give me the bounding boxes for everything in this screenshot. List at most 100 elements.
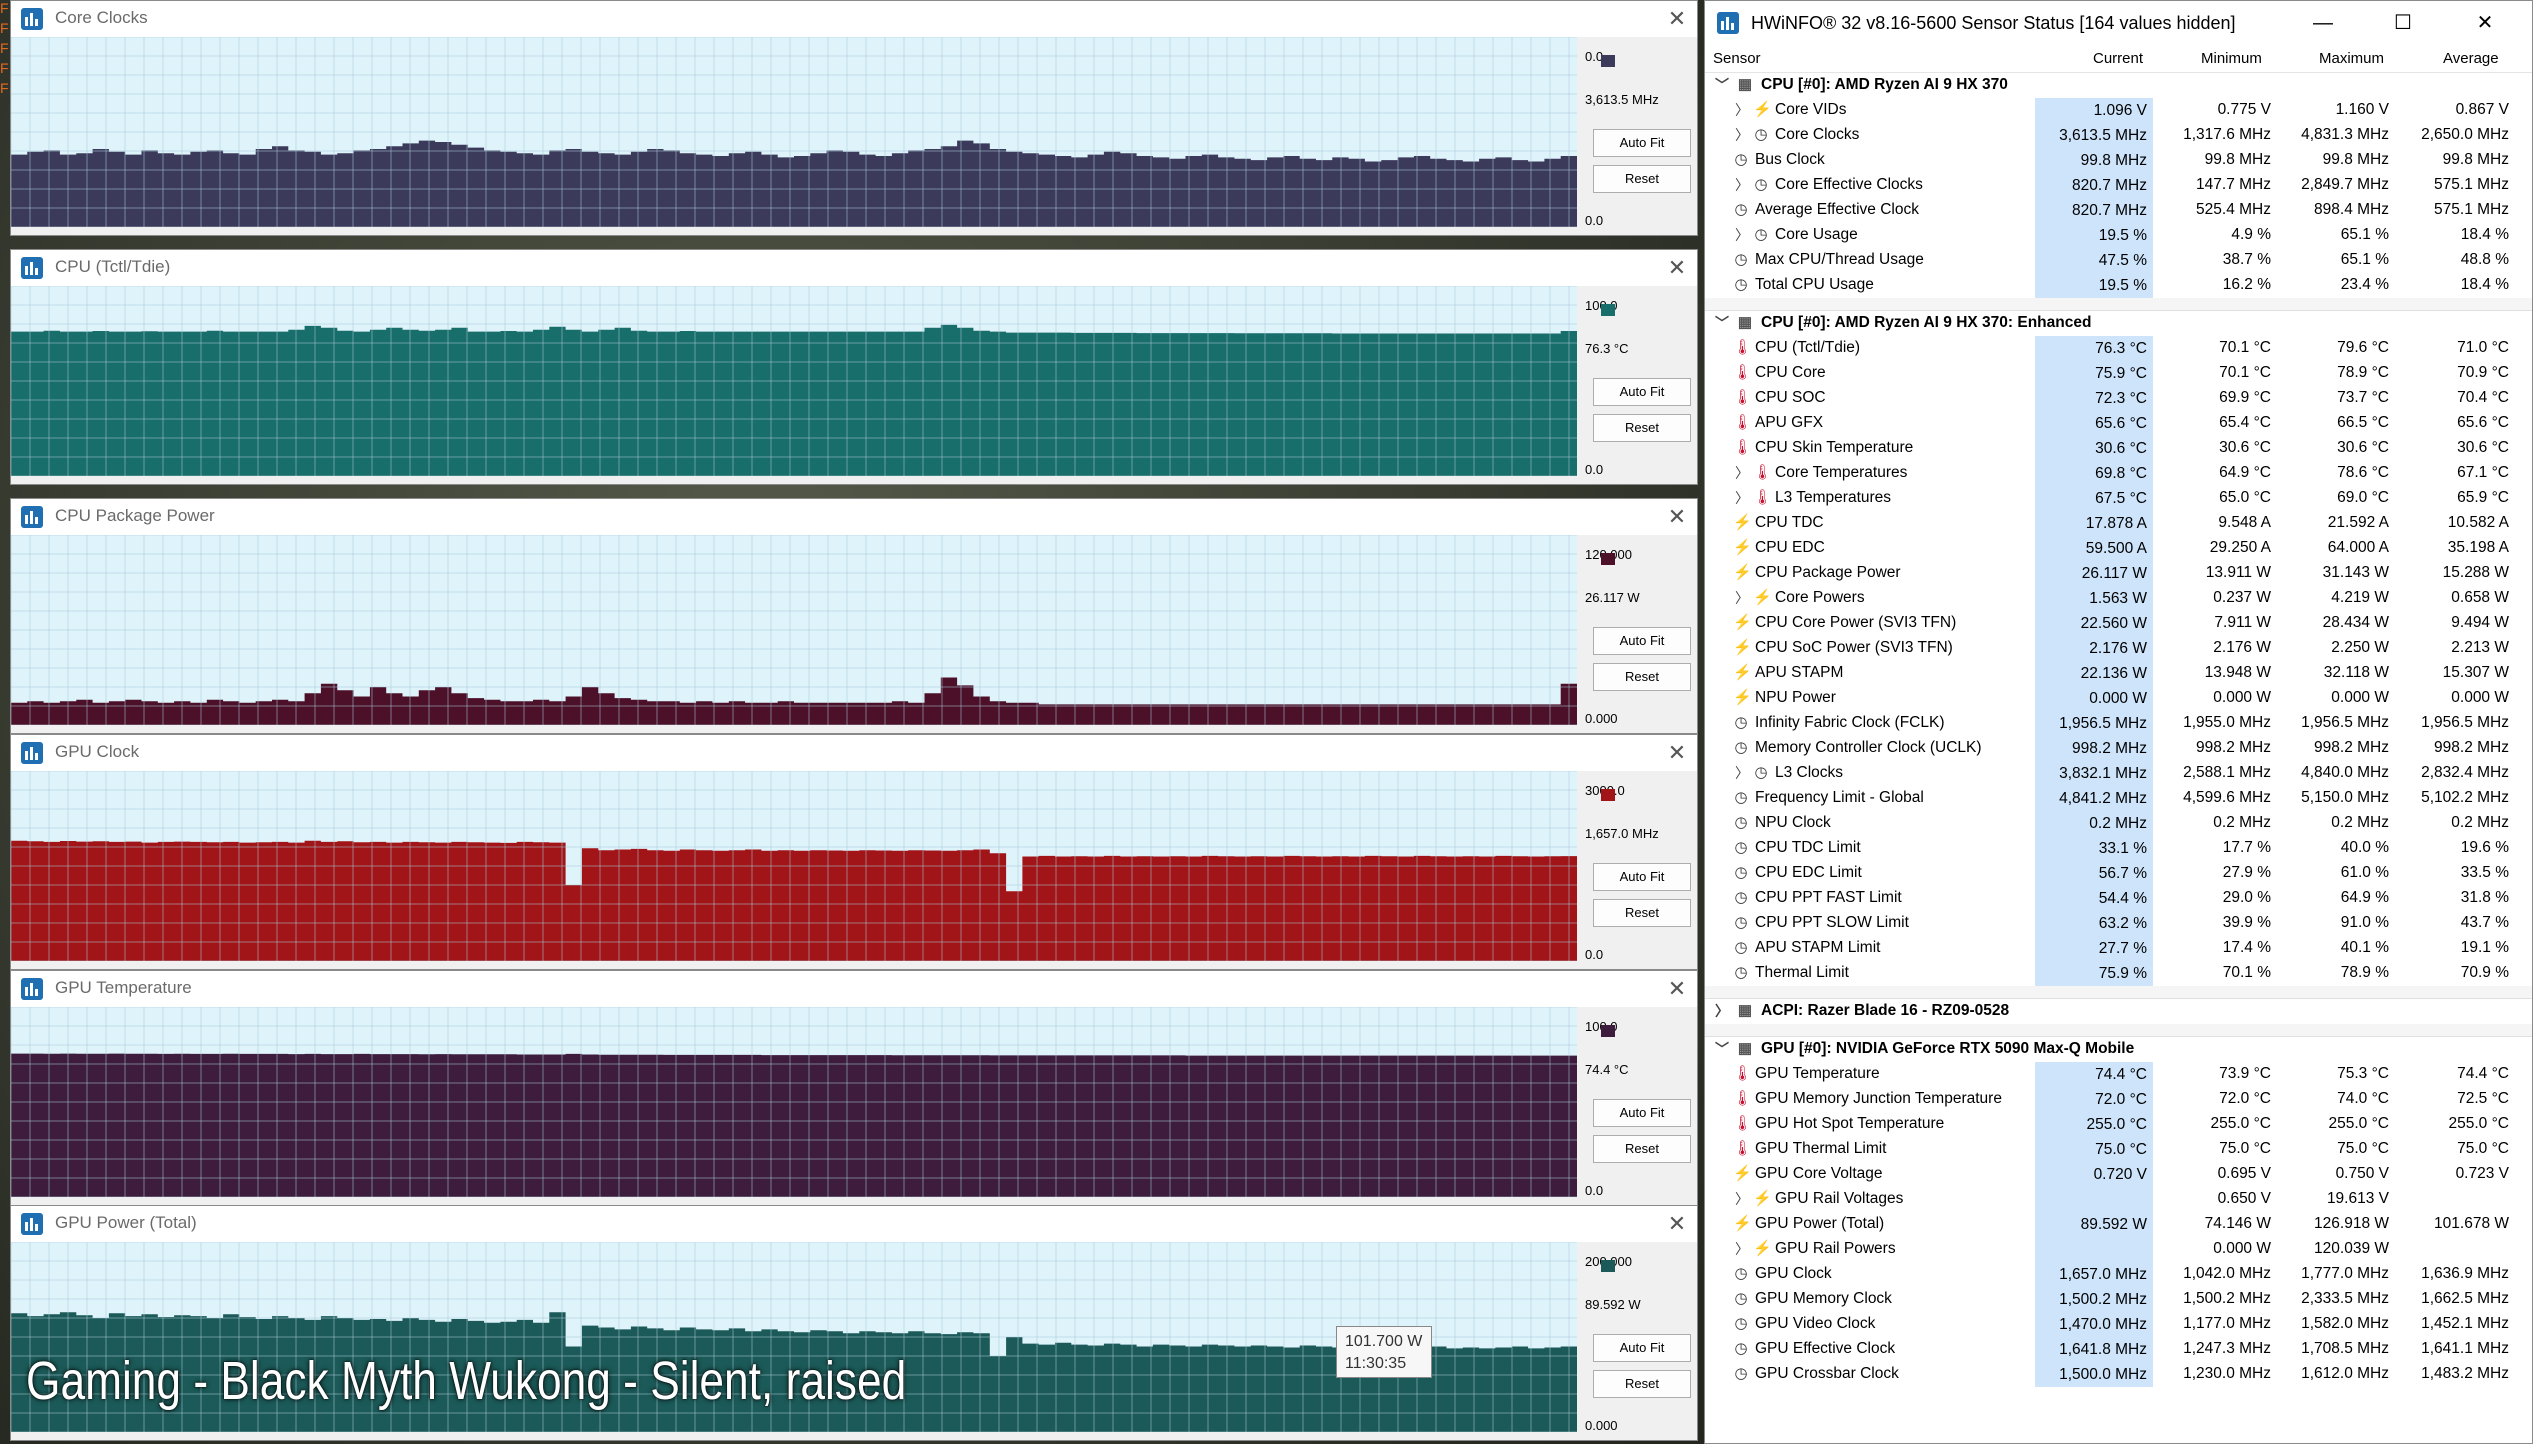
sensor-row[interactable]: ⚡ CPU SoC Power (SVI3 TFN) 2.176 W 2.176… bbox=[1705, 636, 2532, 661]
auto-fit-button[interactable]: Auto Fit bbox=[1593, 378, 1691, 406]
sensor-row[interactable]: ◷ CPU PPT SLOW Limit 63.2 % 39.9 % 91.0 … bbox=[1705, 911, 2532, 936]
sensor-row[interactable]: 〉 ◷ L3 Clocks 3,832.1 MHz 2,588.1 MHz 4,… bbox=[1705, 761, 2532, 786]
sensor-row[interactable]: ◷ Bus Clock 99.8 MHz 99.8 MHz 99.8 MHz 9… bbox=[1705, 148, 2532, 173]
sensor-row[interactable]: ⚡ CPU TDC 17.878 A 9.548 A 21.592 A 10.5… bbox=[1705, 511, 2532, 536]
reset-button[interactable]: Reset bbox=[1593, 663, 1691, 691]
sensor-group-header[interactable]: ﹀ ▦ CPU [#0]: AMD Ryzen AI 9 HX 370: Enh… bbox=[1705, 311, 2532, 336]
sensor-row[interactable]: ◷ CPU PPT FAST Limit 54.4 % 29.0 % 64.9 … bbox=[1705, 886, 2532, 911]
auto-fit-button[interactable]: Auto Fit bbox=[1593, 1334, 1691, 1362]
sensor-row[interactable]: 🌡 GPU Hot Spot Temperature 255.0 °C 255.… bbox=[1705, 1112, 2532, 1137]
close-icon[interactable]: ✕ bbox=[1667, 255, 1687, 280]
close-icon[interactable]: ✕ bbox=[1667, 6, 1687, 31]
graph-titlebar[interactable]: CPU (Tctl/Tdie) ✕ bbox=[11, 250, 1697, 286]
sensor-row[interactable]: ◷ Average Effective Clock 820.7 MHz 525.… bbox=[1705, 198, 2532, 223]
graph-titlebar[interactable]: Core Clocks ✕ bbox=[11, 1, 1697, 37]
sensor-row[interactable]: ◷ Max CPU/Thread Usage 47.5 % 38.7 % 65.… bbox=[1705, 248, 2532, 273]
graph-titlebar[interactable]: CPU Package Power ✕ bbox=[11, 499, 1697, 535]
auto-fit-button[interactable]: Auto Fit bbox=[1593, 863, 1691, 891]
graph-plot[interactable] bbox=[11, 1007, 1577, 1197]
graph-titlebar[interactable]: GPU Clock ✕ bbox=[11, 735, 1697, 771]
reset-button[interactable]: Reset bbox=[1593, 1135, 1691, 1163]
header-maximum[interactable]: Maximum bbox=[2319, 50, 2385, 67]
sensor-row[interactable]: ⚡ CPU Package Power 26.117 W 13.911 W 31… bbox=[1705, 561, 2532, 586]
auto-fit-button[interactable]: Auto Fit bbox=[1593, 1099, 1691, 1127]
reset-button[interactable]: Reset bbox=[1593, 165, 1691, 193]
chevron-right-icon[interactable]: 〉 bbox=[1735, 177, 1749, 193]
sensor-row[interactable]: ◷ Memory Controller Clock (UCLK) 998.2 M… bbox=[1705, 736, 2532, 761]
sensor-group-header[interactable]: ﹀ ▦ CPU [#0]: AMD Ryzen AI 9 HX 370 bbox=[1705, 73, 2532, 98]
minimize-button[interactable]: — bbox=[2313, 12, 2333, 34]
reset-button[interactable]: Reset bbox=[1593, 899, 1691, 927]
sensor-row[interactable]: 🌡 GPU Thermal Limit 75.0 °C 75.0 °C 75.0… bbox=[1705, 1137, 2532, 1162]
sensor-row[interactable]: ⚡ CPU EDC 59.500 A 29.250 A 64.000 A 35.… bbox=[1705, 536, 2532, 561]
sensor-row[interactable]: ◷ GPU Crossbar Clock 1,500.0 MHz 1,230.0… bbox=[1705, 1362, 2532, 1387]
sensor-row[interactable]: ⚡ APU STAPM 22.136 W 13.948 W 32.118 W 1… bbox=[1705, 661, 2532, 686]
hwinfo-titlebar[interactable]: HWiNFO® 32 v8.16-5600 Sensor Status [164… bbox=[1705, 1, 2532, 45]
sensor-row[interactable]: 〉 ⚡ Core VIDs 1.096 V 0.775 V 1.160 V 0.… bbox=[1705, 98, 2532, 123]
sensor-group-header[interactable]: 〉 ▦ ACPI: Razer Blade 16 - RZ09-0528 bbox=[1705, 999, 2532, 1024]
sensor-row[interactable]: 〉 ⚡ Core Powers 1.563 W 0.237 W 4.219 W … bbox=[1705, 586, 2532, 611]
auto-fit-button[interactable]: Auto Fit bbox=[1593, 627, 1691, 655]
sensor-row[interactable]: 🌡 GPU Temperature 74.4 °C 73.9 °C 75.3 °… bbox=[1705, 1062, 2532, 1087]
chevron-right-icon[interactable]: 〉 bbox=[1715, 1003, 1729, 1019]
sensor-row[interactable]: ◷ GPU Clock 1,657.0 MHz 1,042.0 MHz 1,77… bbox=[1705, 1262, 2532, 1287]
chevron-down-icon[interactable]: ﹀ bbox=[1715, 315, 1729, 331]
sensor-row[interactable]: 〉 🌡 Core Temperatures 69.8 °C 64.9 °C 78… bbox=[1705, 461, 2532, 486]
auto-fit-button[interactable]: Auto Fit bbox=[1593, 129, 1691, 157]
graph-plot[interactable] bbox=[11, 1242, 1577, 1432]
chevron-right-icon[interactable]: 〉 bbox=[1735, 490, 1749, 506]
sensor-row[interactable]: ◷ GPU Memory Clock 1,500.2 MHz 1,500.2 M… bbox=[1705, 1287, 2532, 1312]
sensor-row[interactable]: 🌡 CPU Core 75.9 °C 70.1 °C 78.9 °C 70.9 … bbox=[1705, 361, 2532, 386]
chevron-down-icon[interactable]: ﹀ bbox=[1715, 1041, 1729, 1057]
header-current[interactable]: Current bbox=[2093, 50, 2144, 67]
sensor-row[interactable]: 🌡 GPU Memory Junction Temperature 72.0 °… bbox=[1705, 1087, 2532, 1112]
graph-plot[interactable] bbox=[11, 535, 1577, 725]
sensor-row[interactable]: ◷ NPU Clock 0.2 MHz 0.2 MHz 0.2 MHz 0.2 … bbox=[1705, 811, 2532, 836]
close-icon[interactable]: ✕ bbox=[1667, 1211, 1687, 1236]
chevron-right-icon[interactable]: 〉 bbox=[1735, 465, 1749, 481]
graph-titlebar[interactable]: GPU Power (Total) ✕ bbox=[11, 1206, 1697, 1242]
close-icon[interactable]: ✕ bbox=[1667, 976, 1687, 1001]
graph-titlebar[interactable]: GPU Temperature ✕ bbox=[11, 971, 1697, 1007]
graph-plot[interactable] bbox=[11, 286, 1577, 476]
sensor-row[interactable]: ⚡ NPU Power 0.000 W 0.000 W 0.000 W 0.00… bbox=[1705, 686, 2532, 711]
close-icon[interactable]: ✕ bbox=[1667, 740, 1687, 765]
chevron-right-icon[interactable]: 〉 bbox=[1735, 765, 1749, 781]
graph-plot[interactable] bbox=[11, 37, 1577, 227]
sensor-row[interactable]: ◷ Total CPU Usage 19.5 % 16.2 % 23.4 % 1… bbox=[1705, 273, 2532, 298]
sensor-row[interactable]: ◷ GPU Video Clock 1,470.0 MHz 1,177.0 MH… bbox=[1705, 1312, 2532, 1337]
sensor-row[interactable]: ◷ Frequency Limit - Global 4,841.2 MHz 4… bbox=[1705, 786, 2532, 811]
sensor-row[interactable]: ◷ CPU TDC Limit 33.1 % 17.7 % 40.0 % 19.… bbox=[1705, 836, 2532, 861]
close-button[interactable]: ✕ bbox=[2476, 12, 2494, 34]
sensor-row[interactable]: ◷ GPU Effective Clock 1,641.8 MHz 1,247.… bbox=[1705, 1337, 2532, 1362]
close-icon[interactable]: ✕ bbox=[1667, 504, 1687, 529]
header-average[interactable]: Average bbox=[2443, 50, 2499, 67]
sensor-row[interactable]: 🌡 CPU SOC 72.3 °C 69.9 °C 73.7 °C 70.4 °… bbox=[1705, 386, 2532, 411]
sensor-row[interactable]: ◷ Infinity Fabric Clock (FCLK) 1,956.5 M… bbox=[1705, 711, 2532, 736]
chevron-right-icon[interactable]: 〉 bbox=[1735, 1241, 1749, 1257]
reset-button[interactable]: Reset bbox=[1593, 414, 1691, 442]
sensor-row[interactable]: 〉 ⚡ GPU Rail Powers 0.000 W 120.039 W bbox=[1705, 1237, 2532, 1262]
reset-button[interactable]: Reset bbox=[1593, 1370, 1691, 1398]
graph-plot[interactable] bbox=[11, 771, 1577, 961]
header-sensor[interactable]: Sensor bbox=[1713, 50, 1761, 67]
chevron-right-icon[interactable]: 〉 bbox=[1735, 1191, 1749, 1207]
chevron-right-icon[interactable]: 〉 bbox=[1735, 227, 1749, 243]
sensor-row[interactable]: 🌡 CPU Skin Temperature 30.6 °C 30.6 °C 3… bbox=[1705, 436, 2532, 461]
sensor-row[interactable]: ⚡ GPU Core Voltage 0.720 V 0.695 V 0.750… bbox=[1705, 1162, 2532, 1187]
sensor-row[interactable]: 〉 ◷ Core Effective Clocks 820.7 MHz 147.… bbox=[1705, 173, 2532, 198]
header-minimum[interactable]: Minimum bbox=[2201, 50, 2262, 67]
sensor-row[interactable]: ◷ APU STAPM Limit 27.7 % 17.4 % 40.1 % 1… bbox=[1705, 936, 2532, 961]
sensor-row[interactable]: 〉 ⚡ GPU Rail Voltages 0.650 V 19.613 V bbox=[1705, 1187, 2532, 1212]
sensor-row[interactable]: 〉 ◷ Core Usage 19.5 % 4.9 % 65.1 % 18.4 … bbox=[1705, 223, 2532, 248]
sensor-row[interactable]: ⚡ GPU Power (Total) 89.592 W 74.146 W 12… bbox=[1705, 1212, 2532, 1237]
maximize-button[interactable]: ☐ bbox=[2394, 12, 2412, 34]
chevron-right-icon[interactable]: 〉 bbox=[1735, 102, 1749, 118]
sensor-group-header[interactable]: ﹀ ▦ GPU [#0]: NVIDIA GeForce RTX 5090 Ma… bbox=[1705, 1037, 2532, 1062]
chevron-down-icon[interactable]: ﹀ bbox=[1715, 77, 1729, 93]
chevron-right-icon[interactable]: 〉 bbox=[1735, 127, 1749, 143]
sensor-row[interactable]: ◷ Thermal Limit 75.9 % 70.1 % 78.9 % 70.… bbox=[1705, 961, 2532, 986]
sensor-row[interactable]: ⚡ CPU Core Power (SVI3 TFN) 22.560 W 7.9… bbox=[1705, 611, 2532, 636]
sensor-row[interactable]: 🌡 CPU (Tctl/Tdie) 76.3 °C 70.1 °C 79.6 °… bbox=[1705, 336, 2532, 361]
sensor-row[interactable]: 〉 ◷ Core Clocks 3,613.5 MHz 1,317.6 MHz … bbox=[1705, 123, 2532, 148]
